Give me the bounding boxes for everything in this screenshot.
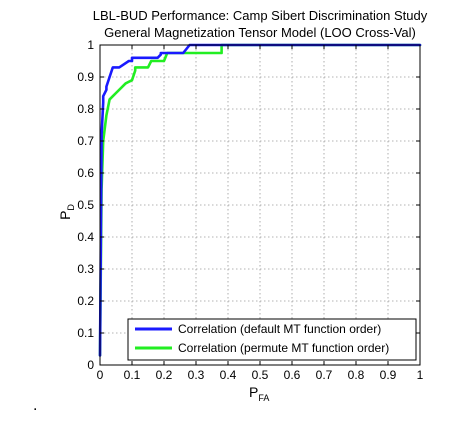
chart-title-line-1: LBL-BUD Performance: Camp Sibert Discrim… xyxy=(93,8,428,23)
x-tick-label: 0.8 xyxy=(348,368,365,382)
legend: Correlation (default MT function order) … xyxy=(127,318,417,361)
x-tick-label: 0.1 xyxy=(124,368,141,382)
y-tick-label: 1 xyxy=(87,38,94,52)
y-tick-label: 0.4 xyxy=(77,230,94,244)
y-axis-label-main: P xyxy=(57,211,73,220)
axis-ticks: 0 0.1 0.2 0.3 0.4 0.5 0.6 0.7 0.8 0.9 1 0 0.1 0.2 0.3 0… xyxy=(77,38,423,382)
y-axis-label-sub: D xyxy=(66,204,76,211)
x-tick-label: 0.9 xyxy=(380,368,397,382)
y-tick-label: 0.1 xyxy=(77,326,94,340)
x-tick-label: 0.7 xyxy=(316,368,333,382)
y-axis-label: PD xyxy=(57,204,76,220)
y-tick-label: 0.2 xyxy=(77,294,94,308)
chart-title-line-2: General Magnetization Tensor Model (LOO … xyxy=(104,25,416,40)
y-tick-label: 0.6 xyxy=(77,166,94,180)
y-tick-label: 0 xyxy=(87,358,94,372)
legend-box xyxy=(127,318,417,361)
series-layer xyxy=(98,43,422,357)
x-tick-label: 0.5 xyxy=(252,368,269,382)
x-axis-label: PFA xyxy=(249,384,269,403)
x-tick-label: 0.3 xyxy=(188,368,205,382)
y-tick-label: 0.5 xyxy=(77,198,94,212)
y-tick-label: 0.7 xyxy=(77,134,94,148)
x-tick-label: 0.4 xyxy=(220,368,237,382)
x-tick-label: 1 xyxy=(417,368,424,382)
footnote-mark: . xyxy=(33,397,37,414)
x-axis-label-main: P xyxy=(249,384,258,400)
y-tick-label: 0.9 xyxy=(77,70,94,84)
y-axis-label-group: PD xyxy=(57,204,76,220)
y-tick-label: 0.3 xyxy=(77,262,94,276)
x-axis-label-sub: FA xyxy=(258,393,269,403)
x-tick-label: 0.2 xyxy=(156,368,173,382)
y-tick-label: 0.8 xyxy=(77,102,94,116)
x-tick-label: 0.6 xyxy=(284,368,301,382)
legend-label-permute: Correlation (permute MT function order) xyxy=(178,341,389,355)
series-line-default xyxy=(98,43,422,357)
legend-label-default: Correlation (default MT function order) xyxy=(178,322,381,336)
x-tick-label: 0 xyxy=(97,368,104,382)
